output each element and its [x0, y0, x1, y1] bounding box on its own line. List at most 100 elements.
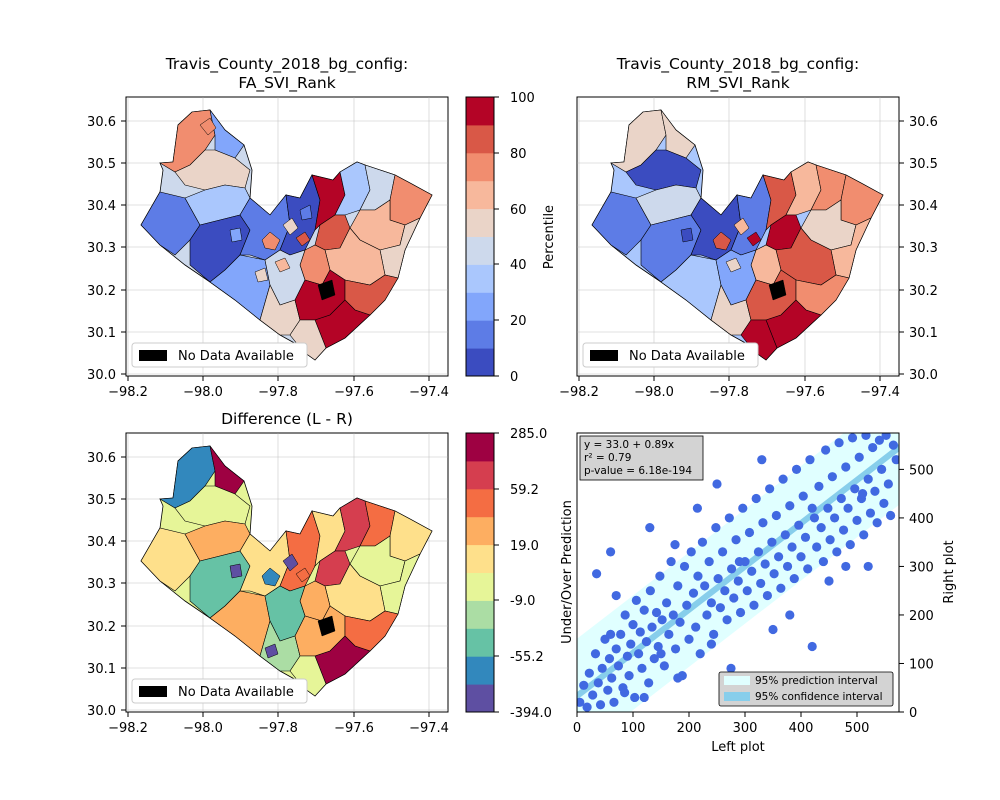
- scatter-x-tick: 0: [573, 721, 581, 736]
- diff-colorbar-band-4: [466, 572, 494, 601]
- scatter-point: [838, 525, 849, 535]
- scatter-point: [679, 561, 690, 572]
- diff-map-x-ticks: −98.2 −98.0 −97.8 −97.6 −97.4: [108, 712, 449, 736]
- diff-colorbar-band-0: [466, 684, 494, 713]
- scatter-point: [653, 641, 663, 652]
- scatter-point: [891, 455, 899, 465]
- rm-y-tick: 30.5: [909, 157, 938, 172]
- diff-colorbar-band-3: [466, 600, 494, 629]
- scatter-y-label-right: Right plot: [942, 540, 957, 603]
- scatter-point: [706, 639, 717, 649]
- scatter-point: [624, 671, 634, 681]
- diff-colorbar-tick: -9.0: [510, 594, 535, 609]
- fa-x-tick: −98.0: [183, 385, 223, 400]
- scatter-point: [647, 622, 657, 632]
- scatter-point: [789, 573, 799, 584]
- scatter-stats-box: y = 33.0 + 0.89x r² = 0.79 p-value = 6.1…: [579, 435, 704, 481]
- scatter-y-tick: 500: [909, 463, 934, 478]
- scatter-point: [686, 547, 696, 557]
- rank-colorbar-ticks: 0 20 40 60 80 100: [494, 91, 535, 385]
- scatter-point: [794, 520, 804, 530]
- rank-colorbar-tick: 100: [510, 91, 535, 106]
- diff-map-panel: Difference (L - R): [87, 410, 449, 736]
- diff-colorbar-band-1: [466, 656, 494, 685]
- scatter-point: [588, 690, 598, 700]
- scatter-point: [626, 639, 636, 649]
- fa-county-map: [140, 109, 433, 361]
- rank-colorbar-band-8: [466, 124, 494, 154]
- scatter-point: [715, 603, 725, 613]
- scatter-point: [639, 605, 649, 615]
- diff-colorbar-tick: 285.0: [510, 427, 547, 442]
- scatter-point: [582, 702, 592, 712]
- confidence-interval-band: [577, 443, 899, 700]
- scatter-point: [738, 503, 748, 513]
- scatter-point: [609, 697, 619, 707]
- rank-colorbar-tick: 40: [510, 258, 527, 273]
- scatter-x-tick: 100: [621, 721, 646, 736]
- scatter-point: [666, 556, 676, 567]
- rank-colorbar: 0 20 40 60 80 100 Percentile: [465, 91, 557, 385]
- scatter-point: [711, 523, 721, 533]
- scatter-point: [620, 610, 630, 620]
- diff-colorbar-band-9: [466, 433, 494, 462]
- scatter-point: [656, 649, 666, 659]
- scatter-point: [611, 590, 621, 601]
- scatter-point: [785, 501, 795, 511]
- rank-colorbar-frame: [465, 96, 495, 377]
- scatter-point: [651, 607, 662, 618]
- scatter-point: [634, 649, 644, 659]
- scatter-point: [778, 474, 788, 484]
- scatter-plot-area: [577, 433, 899, 712]
- scatter-point: [858, 489, 868, 499]
- fa-map-title-line2: FA_SVI_Rank: [238, 74, 335, 93]
- prediction-legend-swatch: [724, 676, 750, 685]
- rm-x-tick: −98.2: [559, 385, 599, 400]
- scatter-point: [742, 586, 752, 596]
- diff-colorbar-band-5: [466, 544, 494, 573]
- diff-x-tick: −97.6: [334, 721, 374, 736]
- rank-colorbar-tick: 80: [510, 147, 527, 162]
- scatter-point: [733, 576, 743, 586]
- stats-r-squared: r² = 0.79: [584, 452, 631, 464]
- scatter-point: [579, 680, 589, 690]
- diff-x-tick: −98.0: [183, 721, 223, 736]
- scatter-point: [670, 644, 681, 654]
- scatter-point: [886, 510, 896, 521]
- scatter-point: [592, 569, 602, 579]
- diff-legend-label: No Data Available: [178, 685, 294, 700]
- fa-y-tick: 30.5: [87, 157, 116, 172]
- scatter-y-tick: 100: [909, 657, 934, 672]
- rank-colorbar-band-2: [466, 292, 494, 321]
- scatter-point: [613, 661, 624, 671]
- scatter-point: [657, 615, 667, 625]
- scatter-point: [606, 629, 616, 639]
- scatter-point: [854, 452, 864, 462]
- diff-colorbar-tick: 19.0: [510, 539, 539, 554]
- fa-x-tick: −97.6: [334, 385, 374, 400]
- scatter-y-tick: 200: [909, 609, 934, 624]
- rm-x-tick: −97.8: [709, 385, 749, 400]
- fa-map-y-ticks: 30.0 30.1 30.2 30.3 30.4 30.5 30.6: [87, 115, 126, 383]
- scatter-point: [847, 433, 858, 443]
- scatter-point: [768, 624, 778, 635]
- scatter-y-ticks: 0 100 200 300 400 500: [899, 463, 934, 721]
- scatter-x-tick: 500: [845, 721, 870, 736]
- scatter-point: [785, 610, 795, 620]
- diff-y-tick: 30.3: [87, 577, 116, 592]
- diff-map-y-ticks: 30.0 30.1 30.2 30.3 30.4 30.5 30.6: [87, 451, 126, 719]
- scatter-point: [805, 455, 815, 465]
- diff-county-map: [140, 445, 433, 697]
- scatter-point: [712, 479, 722, 489]
- scatter-point: [731, 535, 741, 545]
- scatter-point: [628, 620, 638, 630]
- scatter-x-tick: 400: [789, 721, 814, 736]
- scatter-panel: y = 33.0 + 0.89x r² = 0.79 p-value = 6.1…: [560, 432, 957, 755]
- fa-y-tick: 30.2: [87, 284, 116, 299]
- scatter-point: [709, 629, 719, 639]
- diff-y-tick: 30.1: [87, 662, 116, 677]
- scatter-point: [852, 515, 862, 525]
- scatter-y-tick: 400: [909, 512, 934, 527]
- scatter-point: [720, 586, 730, 596]
- diff-colorbar-bands: [466, 433, 494, 713]
